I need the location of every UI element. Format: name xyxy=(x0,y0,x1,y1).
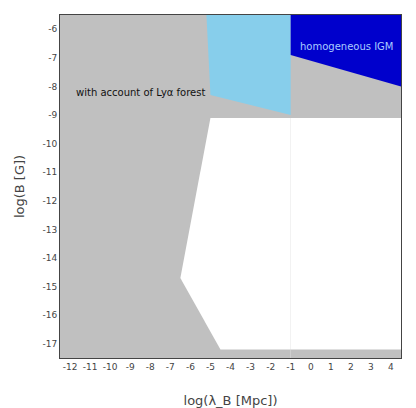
svg-text:log(λ_B [Mpc]): log(λ_B [Mpc]) xyxy=(184,393,278,408)
svg-text:0: 0 xyxy=(308,362,314,372)
svg-text:-1: -1 xyxy=(286,362,295,372)
svg-text:with account of Lyα forest: with account of Lyα forest xyxy=(76,87,205,98)
svg-text:homogeneous IGM: homogeneous IGM xyxy=(300,41,393,52)
svg-text:-4: -4 xyxy=(226,362,235,372)
svg-text:-16: -16 xyxy=(42,310,57,320)
svg-text:-7: -7 xyxy=(48,53,57,63)
svg-text:-17: -17 xyxy=(42,339,57,349)
svg-text:-2: -2 xyxy=(266,362,275,372)
svg-text:-14: -14 xyxy=(42,253,57,263)
svg-text:1: 1 xyxy=(328,362,334,372)
svg-text:-15: -15 xyxy=(42,282,57,292)
svg-text:-6: -6 xyxy=(186,362,195,372)
svg-text:-6: -6 xyxy=(48,24,57,34)
svg-text:-8: -8 xyxy=(146,362,155,372)
svg-text:-12: -12 xyxy=(63,362,78,372)
svg-text:-9: -9 xyxy=(48,110,57,120)
svg-text:-13: -13 xyxy=(42,225,57,235)
svg-text:-3: -3 xyxy=(246,362,255,372)
svg-text:4: 4 xyxy=(388,362,394,372)
svg-text:-8: -8 xyxy=(48,82,57,92)
svg-text:3: 3 xyxy=(368,362,374,372)
svg-text:2: 2 xyxy=(348,362,354,372)
svg-text:-11: -11 xyxy=(42,167,57,177)
svg-text:-10: -10 xyxy=(103,362,118,372)
svg-text:-12: -12 xyxy=(42,196,57,206)
svg-text:-10: -10 xyxy=(42,139,57,149)
svg-text:-11: -11 xyxy=(83,362,98,372)
svg-text:-5: -5 xyxy=(206,362,215,372)
svg-text:-9: -9 xyxy=(126,362,135,372)
svg-text:log(B [G]): log(B [G]) xyxy=(12,155,27,218)
svg-text:-7: -7 xyxy=(166,362,175,372)
